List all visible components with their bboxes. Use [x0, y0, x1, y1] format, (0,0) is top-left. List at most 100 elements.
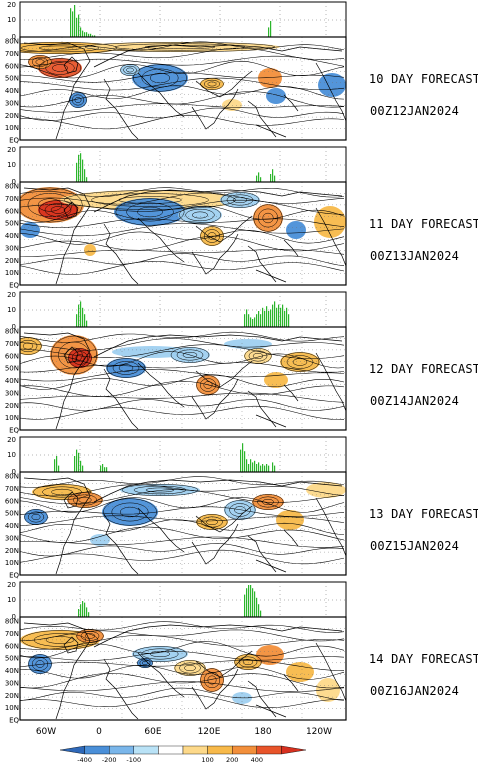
- bar-tick-label: 10: [7, 306, 16, 314]
- map-content: [20, 37, 346, 140]
- height-contour: [20, 506, 345, 517]
- activity-bar: [248, 585, 250, 617]
- anomaly-shading: [244, 348, 272, 364]
- forecast-label-panel-2: 11 DAY FORECAST 00Z13JAN2024: [354, 200, 478, 280]
- height-contour: [20, 261, 345, 275]
- activity-bar: [272, 304, 274, 327]
- height-contour: [145, 487, 175, 493]
- colorbar-label: -200: [102, 756, 117, 764]
- height-contour: [20, 249, 345, 257]
- coastline: [23, 42, 91, 140]
- anomaly-shading: [28, 654, 52, 674]
- activity-bar: [256, 175, 258, 182]
- activity-bar: [86, 177, 88, 182]
- coastline: [283, 239, 299, 257]
- activity-bar: [84, 314, 86, 327]
- anomaly-shading: [253, 204, 283, 232]
- coastline: [93, 334, 343, 358]
- colorbar-segment: [231, 745, 257, 755]
- anomaly-map: 80N 70N 60N 50N 40N 30N 20N 10N EQ: [5, 471, 347, 580]
- coastline: [23, 622, 91, 720]
- activity-bar: [270, 309, 272, 327]
- latitude-label: 50N: [5, 220, 19, 228]
- colorbar-label: -100: [126, 756, 141, 764]
- latitude-label: 30N: [5, 99, 19, 107]
- height-contour: [20, 665, 345, 680]
- latitude-label: 70N: [5, 485, 19, 493]
- coastline: [137, 72, 185, 118]
- height-contour: [20, 55, 345, 68]
- activity-bar: [76, 314, 78, 327]
- colorbar-segment: [133, 745, 159, 755]
- height-contour: [121, 484, 199, 496]
- panel-layer: 2010080N70N60N50N40N30N20N10NEQ2010080N7…: [5, 1, 347, 725]
- latitude-label: 40N: [5, 87, 19, 95]
- activity-bar: [106, 467, 108, 472]
- forecast-date-2: 00Z13JAN2024: [370, 249, 460, 263]
- bar-tick-label: 0: [12, 323, 16, 331]
- activity-bar: [268, 311, 270, 327]
- height-contour: [20, 694, 344, 708]
- height-contour: [20, 85, 345, 100]
- coastline: [195, 650, 253, 678]
- activity-bar: [242, 443, 244, 472]
- bar-tick-label: 10: [7, 16, 16, 24]
- activity-bar: [262, 464, 264, 472]
- height-contour: [111, 502, 149, 522]
- activity-bar: [256, 314, 258, 327]
- height-contour: [257, 496, 279, 508]
- height-contour: [178, 206, 222, 224]
- height-contour: [20, 107, 345, 121]
- coastline: [137, 362, 185, 408]
- latitude-label: 50N: [5, 75, 19, 83]
- latitude-label: EQ: [9, 137, 19, 145]
- height-contour: [201, 516, 223, 528]
- height-contour: [232, 196, 248, 204]
- activity-bar: [250, 317, 252, 327]
- height-contour: [20, 369, 345, 382]
- bar-tick-label: 0: [12, 468, 16, 476]
- longitude-label: 0: [96, 727, 102, 737]
- height-contour: [141, 648, 179, 660]
- colorbar-segment: [207, 745, 233, 755]
- anomaly-shading: [106, 358, 146, 378]
- coastline: [283, 94, 299, 112]
- height-contour: [38, 58, 82, 78]
- latitude-label: 10N: [5, 124, 19, 132]
- activity-bar: [276, 307, 278, 327]
- latitude-label: 30N: [5, 389, 19, 397]
- latitude-label: 20N: [5, 547, 19, 555]
- anomaly-shading: [280, 352, 320, 372]
- activity-bar: [90, 33, 92, 37]
- latitude-label: 70N: [5, 340, 19, 348]
- activity-bar: [246, 588, 248, 617]
- activity-bar: [248, 314, 250, 327]
- activity-bar: [278, 304, 280, 327]
- coastline: [23, 187, 91, 285]
- activity-bar: [78, 154, 80, 182]
- map-frame: [19, 326, 347, 431]
- height-contour: [74, 96, 82, 104]
- coastline: [315, 642, 346, 702]
- height-contour: [64, 190, 236, 210]
- height-contour: [207, 675, 217, 685]
- activity-bar: [252, 588, 254, 617]
- activity-bar: [74, 456, 76, 472]
- activity-bar: [286, 307, 288, 327]
- activity-bar: [86, 32, 88, 37]
- latitude-label: 80N: [5, 183, 19, 191]
- latitude-label: EQ: [9, 282, 19, 290]
- height-contour: [203, 79, 221, 89]
- forecast-lead-1: 10 DAY FORECAST: [368, 72, 478, 86]
- height-contour: [200, 226, 224, 246]
- latitude-label: 50N: [5, 510, 19, 518]
- anomaly-shading: [90, 534, 110, 546]
- bar-strip-frame: [19, 436, 347, 473]
- bar-tick-label: 20: [7, 436, 16, 444]
- coastline: [93, 44, 343, 68]
- latitude-label: 70N: [5, 630, 19, 638]
- height-contour: [20, 497, 345, 513]
- latitude-label: 80N: [5, 618, 19, 626]
- activity-bar: [274, 175, 276, 182]
